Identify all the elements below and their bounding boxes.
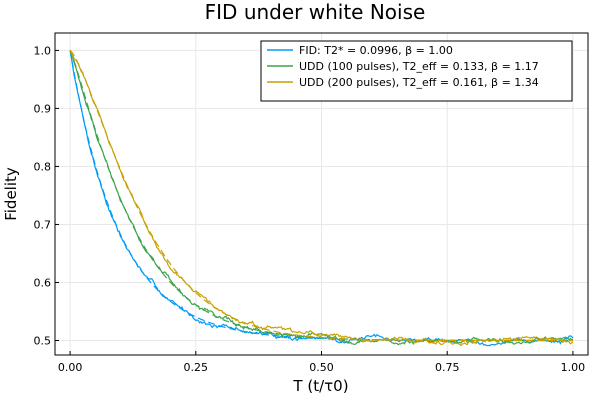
plot-area [69,49,574,347]
y-tick-label: 0.7 [34,218,52,231]
data-line-series-2 [69,51,574,346]
legend-entry: UDD (200 pulses), T2_eff = 0.161, β = 1.… [299,76,539,89]
y-axis-label: Fidelity [2,167,20,221]
x-tick-label: 1.00 [561,361,586,374]
y-tick-label: 0.9 [34,102,52,115]
fit-line-series-3 [69,49,573,342]
legend-entry: UDD (100 pulses), T2_eff = 0.133, β = 1.… [299,60,539,73]
x-tick-label: 0.25 [184,361,209,374]
x-axis-label: T (t/τ0) [292,377,348,395]
chart-title: FID under white Noise [205,0,426,24]
x-tick-label: 0.75 [435,361,460,374]
x-tick-label: 0.50 [309,361,334,374]
data-line-series-3 [69,51,574,347]
y-tick-label: 0.6 [34,276,52,289]
legend-box [260,40,573,102]
legend-entry: FID: T2* = 0.0996, β = 1.00 [299,44,453,57]
y-tick-label: 0.5 [34,334,52,347]
legend: FID: T2* = 0.0996, β = 1.00 UDD (100 puls… [260,40,573,102]
y-tick-label: 1.0 [34,44,52,57]
fit-line-series-1 [69,50,573,342]
y-tick-label: 0.8 [34,160,52,173]
axis-ticks: 0.00 0.25 0.50 0.75 1.00 0.5 0.6 0.7 0.8 0.9 1.0 [34,44,586,374]
x-tick-label: 0.00 [58,361,83,374]
